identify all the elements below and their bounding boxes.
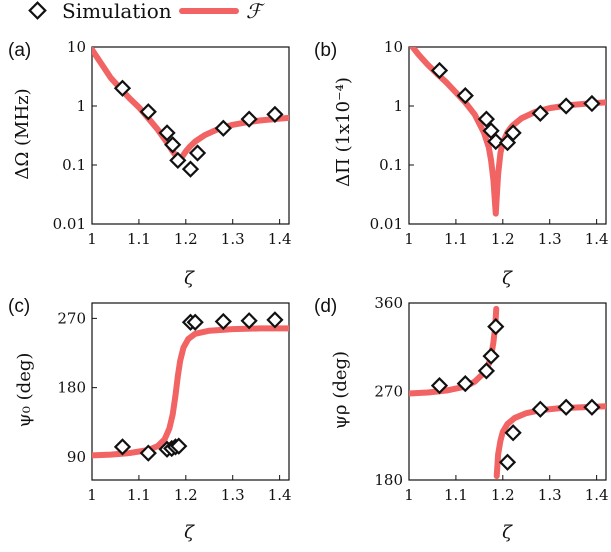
panel-b-label: (b) [314,40,337,61]
panel-a-simulation-point [158,124,176,142]
panel-a: (a) ΔΩ (MHz) ζ 1 1.1 1.2 1.3 1.4 0.01 0.1 1 10 [8,38,292,289]
panel-d-xtick-label: 1.2 [491,486,515,504]
panel-b-ytick-label: 1 [393,97,403,115]
panel-d-simulation-point [557,398,575,416]
panel-b-xtick-label: 1.3 [538,230,562,248]
panel-b-xtick-label: 1.2 [491,230,515,248]
panel-d-simulation-point [482,347,500,365]
panel-a-xtick-label: 1 [87,230,97,248]
panel-a-xlabel: ζ [184,268,195,289]
panel-b-simulation-point [557,97,575,115]
panel-b-simulation-point [531,104,549,122]
panel-c-simulation-point [266,311,284,329]
panel-a-xtick-label: 1.4 [268,230,292,248]
panel-a-simulation-point [266,105,284,124]
panel-d-xtick-label: 1 [404,486,414,504]
panel-d-xtick-label: 1.3 [538,486,562,504]
panel-c-xtick-label: 1 [87,486,97,504]
panel-d-simulation-point [498,453,517,471]
panel-a-xtick-label: 1.2 [174,230,198,248]
panel-a-ylabel: ΔΩ (MHz) [12,88,33,179]
panel-d-xtick-label: 1.1 [444,486,468,504]
panel-d-ytick-label: 360 [374,294,403,312]
panel-d-label: (d) [314,296,337,317]
panel-d-simulation-point [531,400,549,418]
panel-c-xtick-label: 1.2 [174,486,198,504]
panel-a-ytick-label: 0.01 [53,215,86,233]
panel-d-xlabel: ζ [502,522,513,543]
legend-simulation-label: Simulation [62,0,172,23]
panel-b-xtick-label: 1.1 [444,230,468,248]
panel-a-simulation-point [164,136,182,154]
panel-d-simulation-point [583,398,601,416]
panel-b-xtick-label: 1.4 [585,230,609,248]
panel-d-simulation-point [430,376,449,395]
panel-a-simulation-point [240,110,258,128]
panel-c-xlabel: ζ [184,522,195,543]
panel-b-ylabel: ΔΠ (1x10⁻⁴) [333,77,354,187]
panel-c-xtick-label: 1.1 [127,486,151,504]
panel-a-xtick-label: 1.3 [221,230,245,248]
panel-a-simulation-point [113,79,132,97]
panel-a-simulation-point [214,119,232,137]
panel-c-ytick-label: 180 [57,379,86,397]
panel-c-xtick-label: 1.4 [268,486,292,504]
panel-d-ylabel: ψρ (deg) [330,351,351,429]
panel-d-xtick-label: 1.4 [585,486,609,504]
panel-c-simulation-point [170,437,188,455]
panel-c-fit-curve [92,325,289,459]
panel-c-simulation-point [214,312,232,331]
panel-b: (b) ΔΠ (1x10⁻⁴) ζ 1 1.1 1.2 1.3 1.4 0.01 0.1 1 1… [314,38,609,289]
panel-b-xlabel: ζ [502,268,513,289]
panel-c-simulation-point [139,444,157,462]
panel-b-simulation-point [487,132,505,151]
panel-c: (c) ψ₀ (deg) ζ 1 1.1 1.2 1.3 1.4 90 180 270 [8,296,292,543]
panel-c-xtick-label: 1.3 [221,486,245,504]
panel-d-ytick-label: 180 [374,471,403,489]
panel-a-simulation-point [188,144,207,162]
panel-c-simulation-point [186,313,204,331]
panel-b-simulation-point [430,61,449,80]
panel-a-ytick-label: 0.1 [62,156,86,174]
panel-a-xtick-label: 1.1 [127,230,151,248]
panel-a-simulation-point [181,160,200,178]
legend-fit-label: ℱ [246,0,265,23]
panel-d-simulation-point [487,317,505,336]
panel-c-ylabel: ψ₀ (deg) [14,353,35,428]
panel-b-ytick-label: 0.01 [370,215,403,233]
panel-d-simulation-point [477,362,496,380]
panel-c-label: (c) [8,296,30,317]
panel-b-simulation-point [583,94,601,113]
panel-b-xtick-label: 1 [404,230,414,248]
panel-b-frame [408,46,607,225]
panel-b-simulation-point [456,86,474,105]
panel-a-ytick-label: 10 [67,38,86,56]
panel-c-ytick-label: 90 [67,448,86,466]
panel-b-ytick-label: 0.1 [379,156,403,174]
legend: Simulation ℱ [28,0,265,23]
panel-a-ytick-label: 1 [76,97,86,115]
panel-d-ytick-label: 270 [374,383,403,401]
panel-d-simulation-point [504,424,522,442]
panel-b-simulation-point [477,110,496,128]
legend-simulation-marker [28,1,47,20]
panel-a-simulation-point [139,103,157,121]
panel-b-ytick-label: 10 [384,38,403,56]
panel-a-simulation-point [169,151,187,169]
panel-a-label: (a) [8,40,31,61]
panel-d-simulation-point [456,375,474,393]
panel-c-simulation-point [113,438,132,456]
panel-a-frame [91,46,290,225]
panel-b-simulation-point [504,124,522,142]
panel-c-simulation-point [240,312,258,330]
panel-c-ytick-label: 270 [57,309,86,327]
panel-c-frame [91,302,290,481]
panel-d-fit-curve-1 [409,305,500,397]
panel-a-fit-curve [92,47,289,163]
panel-d: (d) ψρ (deg) ζ 1 1.1 1.2 1.3 1.4 180 270 360 [314,294,609,543]
